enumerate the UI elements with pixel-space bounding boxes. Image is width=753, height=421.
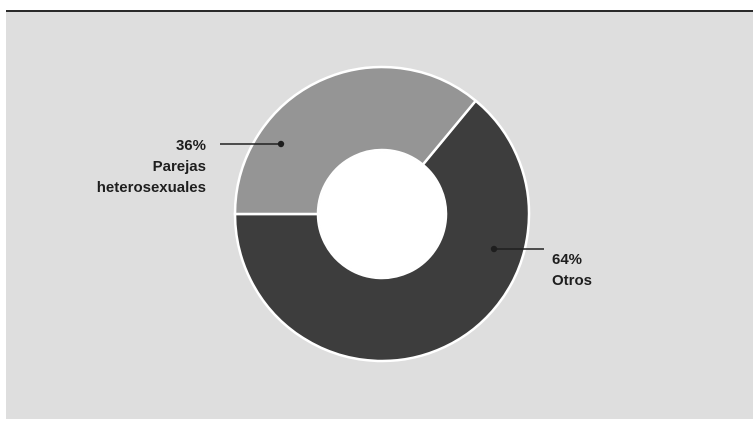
slice-percent-parejas: 36%	[175, 137, 206, 154]
slice-name-parejas-line2: heterosexuales	[96, 179, 206, 196]
slice-percent-otros: 64%	[552, 251, 583, 268]
donut-slice-otros	[233, 98, 531, 363]
donut-chart	[220, 65, 544, 363]
chart-panel: 36% Parejas heterosexuales 64% Otros	[6, 10, 753, 419]
donut-slice-parejas	[233, 65, 478, 216]
slice-label-parejas: 36% Parejas heterosexuales	[97, 135, 206, 198]
slice-name-otros: Otros	[552, 272, 593, 289]
slice-label-otros: 64% Otros	[552, 249, 592, 291]
donut-hole	[319, 151, 445, 277]
leader-dot-parejas	[277, 140, 285, 148]
slice-name-parejas-line1: Parejas	[152, 158, 206, 175]
leader-dot-otros	[490, 245, 498, 253]
